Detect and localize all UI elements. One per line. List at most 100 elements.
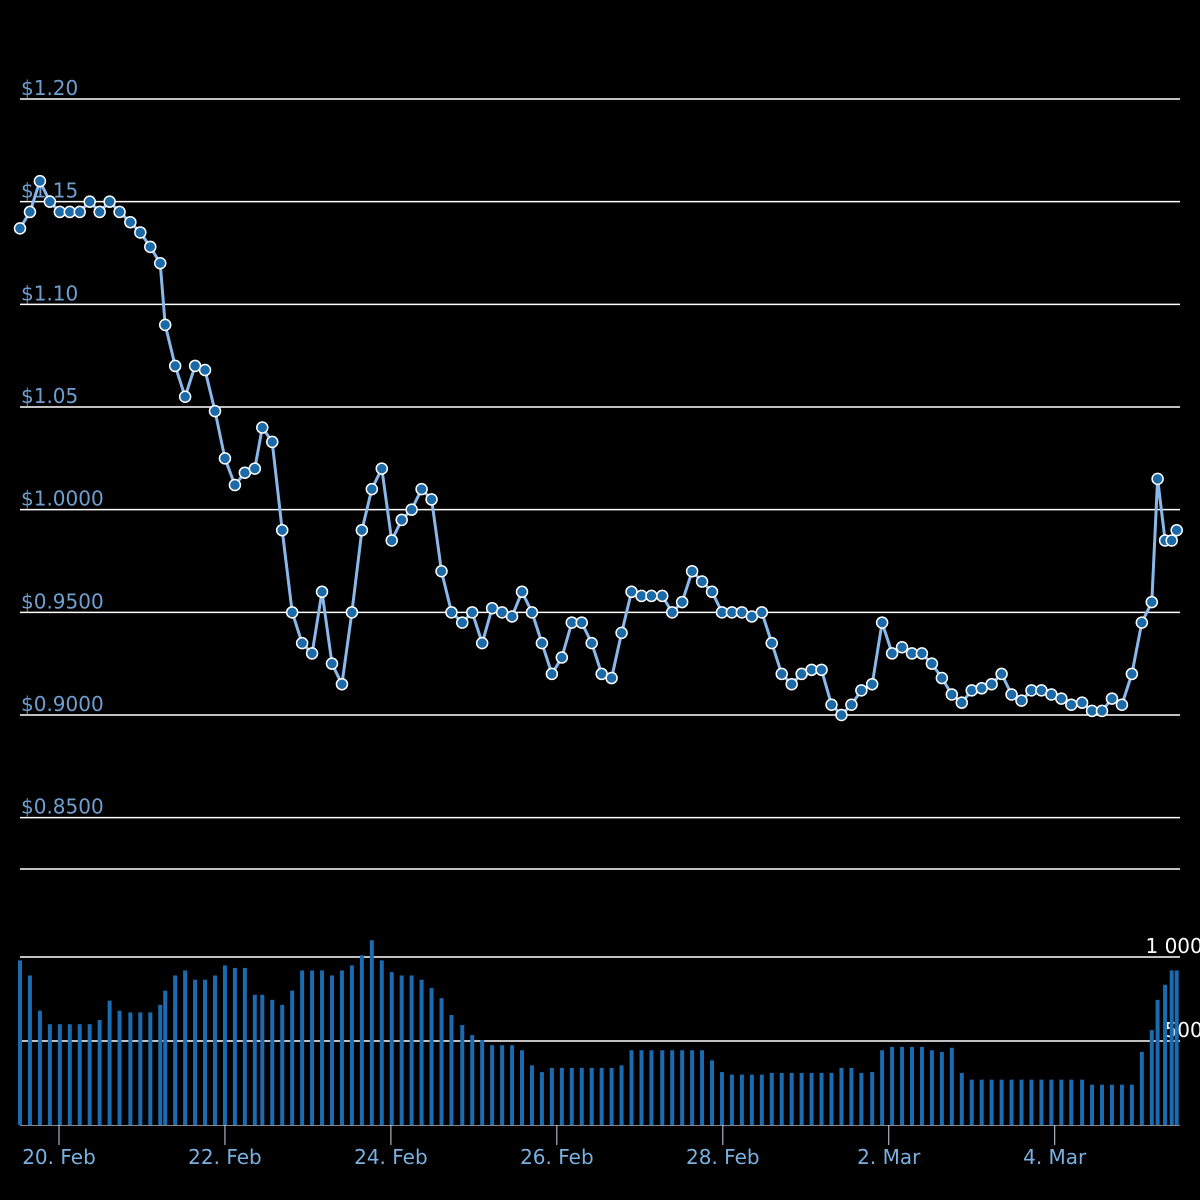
volume-bar [117,1010,122,1125]
volume-bar [460,1025,465,1125]
volume-bar [1155,999,1160,1125]
price-marker [1065,698,1078,711]
volume-bar [819,1072,824,1125]
volume-bar [670,1050,675,1125]
volume-bar [880,1050,885,1125]
volume-bar [609,1067,614,1125]
volume-bar [18,960,22,1125]
price-marker [73,205,86,219]
price-marker [525,606,539,619]
price-marker [655,589,669,603]
volume-bar [619,1065,624,1125]
price-marker [395,513,408,527]
volume-bar [212,975,217,1125]
volume-bar [579,1067,584,1125]
y2-tick-label: 1 000M [1145,934,1200,958]
price-marker [113,205,126,219]
volume-bar [589,1067,594,1125]
volume-bar [1174,970,1179,1125]
volume-bar [439,998,444,1125]
volume-bar [163,990,168,1125]
price-marker [775,667,788,681]
volume-bar [809,1072,814,1125]
volume-bar [242,967,247,1125]
volume-bar [799,1072,804,1125]
price-marker [585,636,598,650]
volume-bar [959,1072,964,1125]
volume-bar [310,970,315,1125]
volume-bar [173,975,178,1125]
price-marker [945,688,959,701]
price-marker [865,677,879,691]
volume-bar [349,965,354,1125]
price-marker [815,663,828,677]
volume-bar [429,988,434,1125]
price-marker [1075,696,1089,709]
price-marker [93,205,106,219]
volume-bar [1069,1079,1074,1125]
volume-bar [399,975,404,1125]
volume-bar [599,1067,604,1125]
volume-bar [280,1004,285,1125]
volume-bar [97,1020,102,1125]
price-marker [103,195,116,208]
volume-bar [490,1045,495,1125]
volume-bar [480,1040,485,1125]
x-tick-label: 24. Feb [354,1145,428,1169]
volume-bar [1100,1084,1105,1125]
volume-bar [419,979,424,1125]
price-marker [785,677,798,691]
volume-bar [270,999,275,1125]
price-marker [965,684,978,697]
volume-bar [77,1024,82,1125]
price-marker [355,523,369,537]
volume-bar [929,1050,934,1125]
price-marker [256,421,269,434]
price-marker [248,462,262,475]
price-marker [665,606,679,619]
price-marker [825,698,838,711]
volume-bar [849,1067,854,1125]
volume-bar [1129,1084,1134,1125]
price-marker [375,462,389,475]
volume-bar [193,979,198,1125]
volume-bar [529,1065,534,1125]
volume-bar [649,1050,654,1125]
volume-bar [909,1046,914,1125]
price-marker [675,595,689,609]
price-marker [1015,694,1028,707]
volume-bar [549,1067,554,1125]
volume-bar [969,1079,974,1125]
volume-bar [999,1079,1004,1125]
volume-bar [870,1072,875,1125]
price-marker [1095,704,1109,718]
x-tick-label: 20. Feb [22,1145,96,1169]
price-marker [545,667,559,681]
price-marker [1165,534,1178,547]
price-marker [1055,692,1068,705]
price-marker [285,606,299,619]
price-marker [955,696,969,709]
volume-bar [890,1046,895,1125]
price-marker [178,390,192,403]
volume-bar [449,1014,454,1125]
price-marker [198,363,212,377]
volume-bar [1029,1079,1034,1125]
price-marker [425,493,438,506]
volume-bar [749,1074,754,1125]
price-marker [385,534,398,547]
volume-bar [859,1072,864,1125]
volume-bar [339,970,344,1125]
x-tick-label: 22. Feb [188,1145,262,1169]
volume-bar [27,975,32,1125]
price-marker [23,205,37,219]
price-marker [1005,688,1018,701]
volume-bar [769,1072,774,1125]
price-marker [144,240,157,254]
price-marker [855,684,868,697]
price-marker [915,647,929,660]
price-marker [1125,667,1139,681]
volume-bar [409,975,414,1125]
price-marker [365,482,379,496]
